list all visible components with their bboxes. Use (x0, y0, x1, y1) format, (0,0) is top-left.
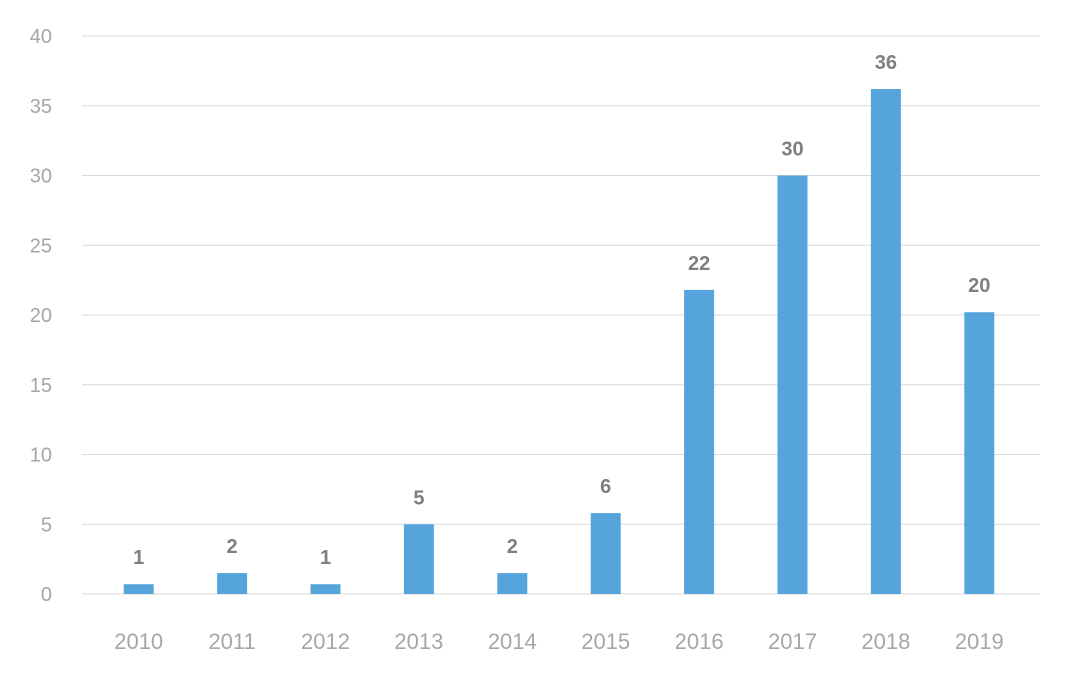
x-tick-label-2012: 2012 (301, 629, 350, 654)
x-tick-label-2013: 2013 (394, 629, 443, 654)
y-axis-ticks: 0 5 10 15 20 25 30 35 40 (30, 26, 52, 606)
data-label-2016: 22 (688, 253, 710, 275)
y-tick-label: 10 (30, 445, 52, 467)
data-label-2015: 6 (600, 476, 611, 498)
data-label-2013: 5 (413, 487, 424, 509)
x-tick-label-2016: 2016 (675, 629, 724, 654)
bar-2010 (123, 584, 154, 594)
bar-2014 (497, 573, 528, 594)
y-tick-label: 0 (41, 584, 52, 606)
data-label-2010: 1 (133, 547, 144, 569)
data-label-2019: 20 (968, 275, 990, 297)
x-tick-label-2017: 2017 (768, 629, 817, 654)
x-tick-label-2011: 2011 (208, 629, 255, 654)
y-tick-label: 15 (30, 375, 52, 397)
data-label-2018: 36 (875, 52, 897, 74)
bar-2013 (403, 524, 434, 594)
y-tick-label: 20 (30, 305, 52, 327)
x-tick-label-2018: 2018 (861, 629, 910, 654)
bar-2012 (310, 584, 341, 594)
x-axis-ticks: 2010 2011 2012 2013 2014 2015 2016 2017 2018 2019 (114, 629, 1004, 654)
x-tick-label-2015: 2015 (581, 629, 630, 654)
y-tick-label: 30 (30, 166, 52, 188)
y-tick-label: 5 (41, 514, 52, 536)
data-labels: 1 2 1 5 2 6 22 30 36 20 (133, 52, 990, 569)
y-tick-label: 35 (30, 96, 52, 118)
bar-2016 (684, 289, 715, 594)
data-label-2017: 30 (781, 139, 803, 161)
x-tick-label-2010: 2010 (114, 629, 163, 654)
bar-2017 (777, 175, 808, 594)
bar-2011 (217, 573, 248, 594)
gridlines (82, 35, 1040, 595)
bar-2019 (964, 312, 995, 594)
x-tick-label-2014: 2014 (488, 629, 537, 654)
data-label-2011: 2 (227, 536, 238, 558)
x-tick-label-2019: 2019 (955, 629, 1004, 654)
data-label-2012: 1 (320, 547, 331, 569)
bar-2015 (590, 513, 621, 594)
y-tick-label: 25 (30, 235, 52, 257)
bar-2018 (870, 89, 901, 594)
data-label-2014: 2 (507, 536, 518, 558)
bars (123, 89, 995, 594)
y-tick-label: 40 (30, 26, 52, 48)
